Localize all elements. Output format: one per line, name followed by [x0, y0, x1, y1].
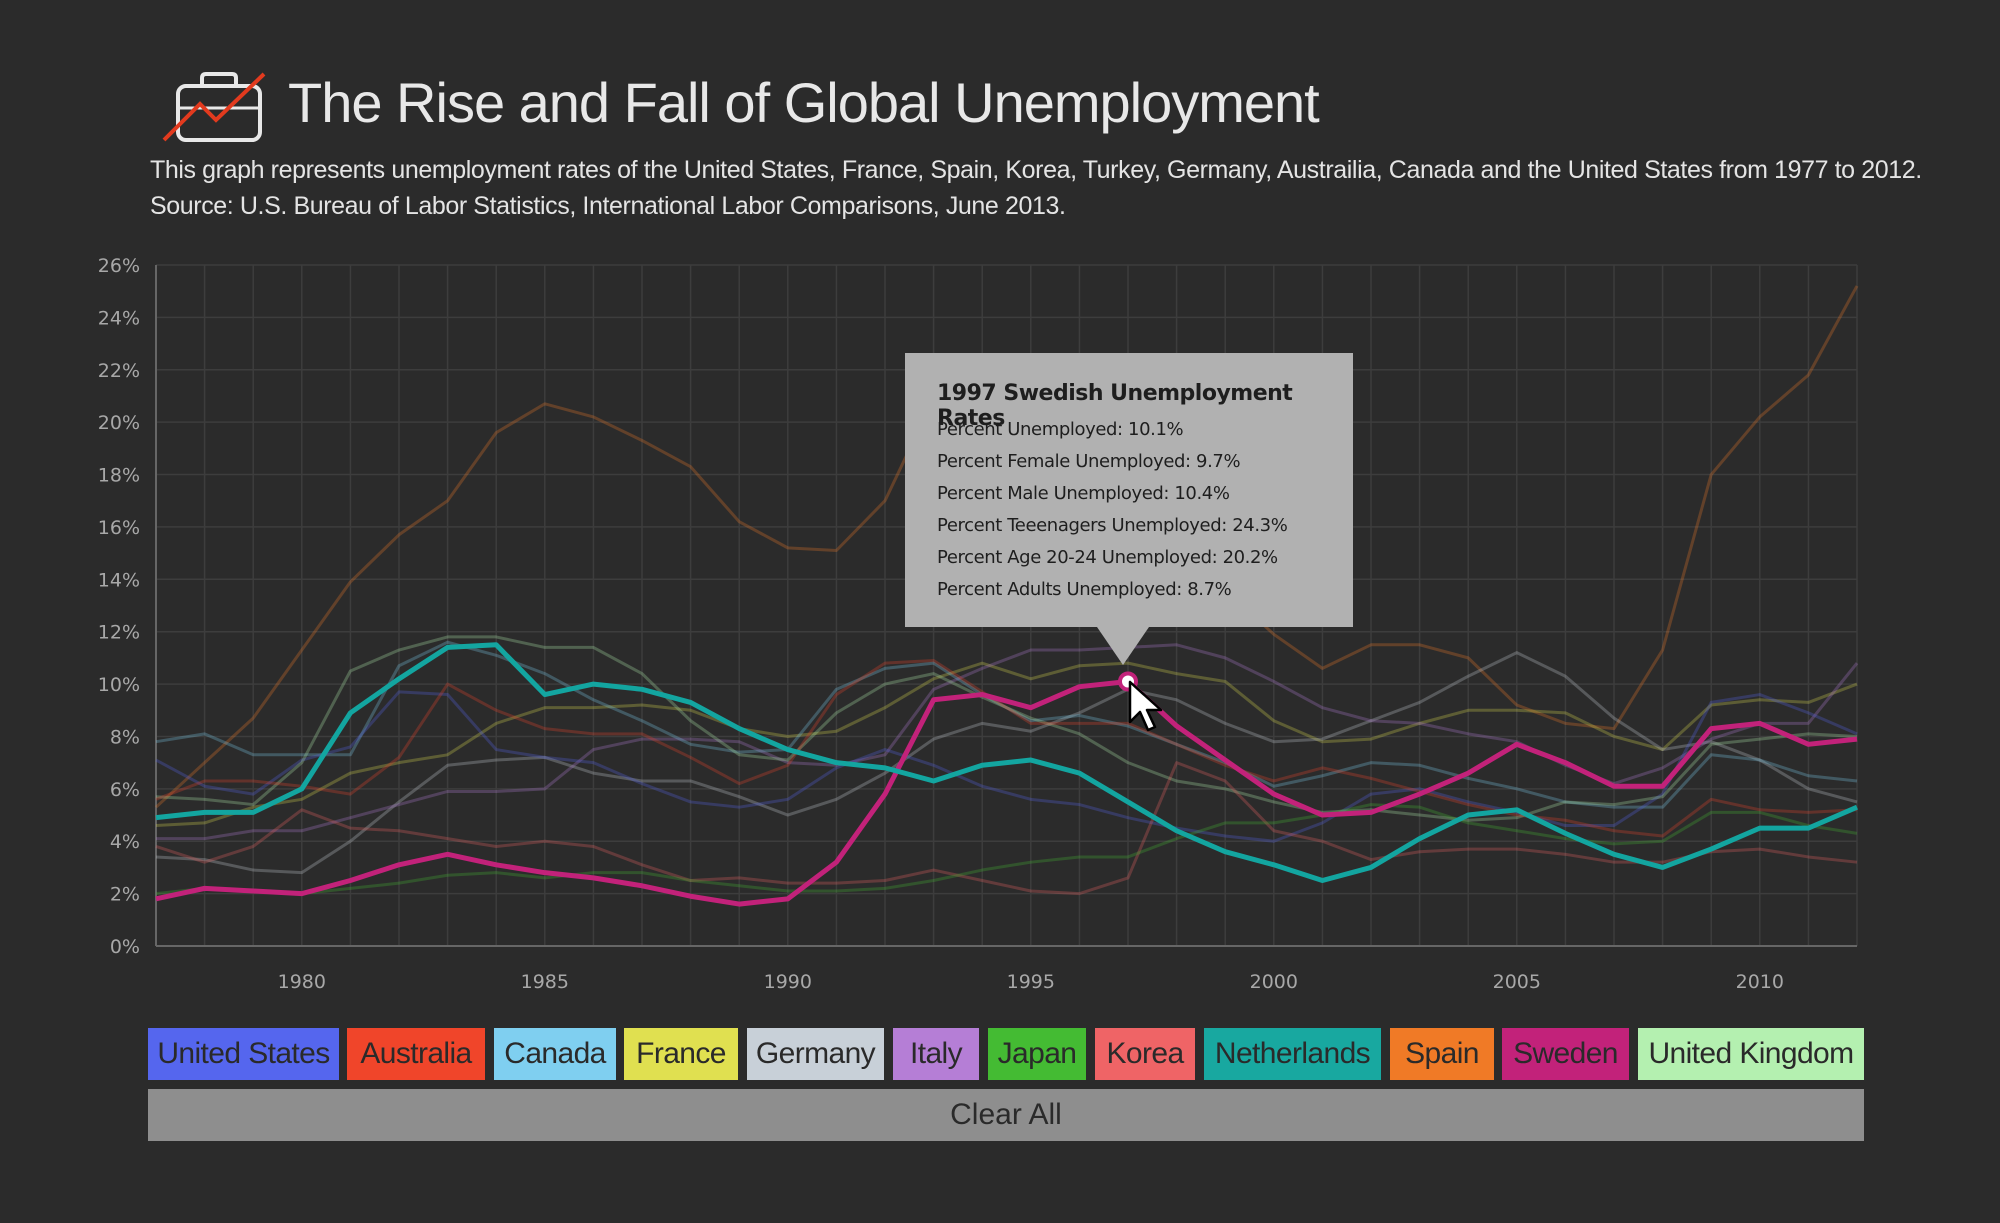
- subtitle-description: This graph represents unemployment rates…: [150, 156, 1922, 184]
- tooltip-line-male: Percent Male Unemployed: 10.4%: [937, 483, 1230, 504]
- toggle-united-kingdom[interactable]: United Kingdom: [1638, 1028, 1864, 1080]
- tooltip-line-unemployed: Percent Unemployed: 10.1%: [937, 419, 1184, 440]
- chart-axes: 0% 2% 4% 6% 8% 10% 12% 14% 16% 18% 20% 22% 24% 26% 198…: [98, 255, 1857, 993]
- y-tick-label: 6%: [110, 779, 140, 801]
- mouse-pointer-icon: [1128, 680, 1163, 732]
- series-line-australia: [155, 659, 1858, 838]
- subtitle-source: Source: U.S. Bureau of Labor Statistics,…: [150, 192, 1066, 220]
- series-line-canada: [155, 640, 1858, 809]
- y-tick-label: 20%: [98, 412, 140, 434]
- y-tick-label: 8%: [110, 726, 140, 748]
- y-tick-label: 26%: [98, 255, 140, 277]
- series-line-france: [155, 661, 1858, 828]
- y-tick-label: 16%: [98, 517, 140, 539]
- toggle-korea[interactable]: Korea: [1095, 1028, 1195, 1080]
- country-toggle-row: United States Australia Canada France Ge…: [148, 1028, 1864, 1080]
- series-line-korea: [155, 761, 1858, 896]
- toggle-france[interactable]: France: [624, 1028, 738, 1080]
- briefcase-chart-icon: [162, 72, 266, 142]
- toggle-canada[interactable]: Canada: [494, 1028, 616, 1080]
- page-subtitle: This graph represents unemployment rates…: [150, 152, 1950, 224]
- series-line-united-kingdom: [155, 635, 1858, 822]
- x-tick-label: 1985: [521, 971, 569, 993]
- tooltip-line-female: Percent Female Unemployed: 9.7%: [937, 451, 1241, 472]
- y-tick-label: 10%: [98, 674, 140, 696]
- x-tick-label: 2000: [1250, 971, 1298, 993]
- y-tick-label: 0%: [110, 936, 140, 958]
- toggle-italy[interactable]: Italy: [893, 1028, 979, 1080]
- tooltip-title: 1997 Swedish Unemployment Rates: [937, 381, 1293, 431]
- x-tick-label: 1990: [764, 971, 812, 993]
- tooltip-line-age-20-24: Percent Age 20-24 Unemployed: 20.2%: [937, 547, 1278, 568]
- x-tick-label: 2010: [1736, 971, 1784, 993]
- toggle-netherlands[interactable]: Netherlands: [1204, 1028, 1381, 1080]
- y-tick-label: 18%: [98, 465, 140, 487]
- x-tick-label: 1980: [278, 971, 326, 993]
- x-tick-label: 2005: [1493, 971, 1541, 993]
- page-title: The Rise and Fall of Global Unemployment: [288, 71, 1320, 134]
- toggle-united-states[interactable]: United States: [148, 1028, 339, 1080]
- series-line-united-states: [155, 690, 1858, 843]
- data-tooltip: 1997 Swedish Unemployment Rates Percent …: [905, 353, 1353, 665]
- series-line-germany: [155, 651, 1858, 875]
- y-tick-label: 2%: [110, 884, 140, 906]
- chart-series: [154, 285, 1859, 907]
- toggle-germany[interactable]: Germany: [747, 1028, 884, 1080]
- tooltip-line-teenagers: Percent Teeenagers Unemployed: 24.3%: [937, 515, 1288, 536]
- y-tick-label: 24%: [98, 307, 140, 329]
- toggle-spain[interactable]: Spain: [1390, 1028, 1494, 1080]
- toggle-australia[interactable]: Australia: [347, 1028, 485, 1080]
- tooltip-line-adults: Percent Adults Unemployed: 8.7%: [937, 579, 1232, 600]
- toggle-japan[interactable]: Japan: [988, 1028, 1086, 1080]
- series-line-netherlands: [155, 642, 1858, 884]
- y-tick-label: 14%: [98, 569, 140, 591]
- series-line-sweden: [155, 678, 1858, 907]
- y-tick-label: 4%: [110, 831, 140, 853]
- toggle-sweden[interactable]: Sweden: [1502, 1028, 1629, 1080]
- y-tick-label: 12%: [98, 622, 140, 644]
- x-tick-label: 1995: [1007, 971, 1055, 993]
- y-tick-label: 22%: [98, 360, 140, 382]
- clear-all-button[interactable]: Clear All: [148, 1089, 1864, 1141]
